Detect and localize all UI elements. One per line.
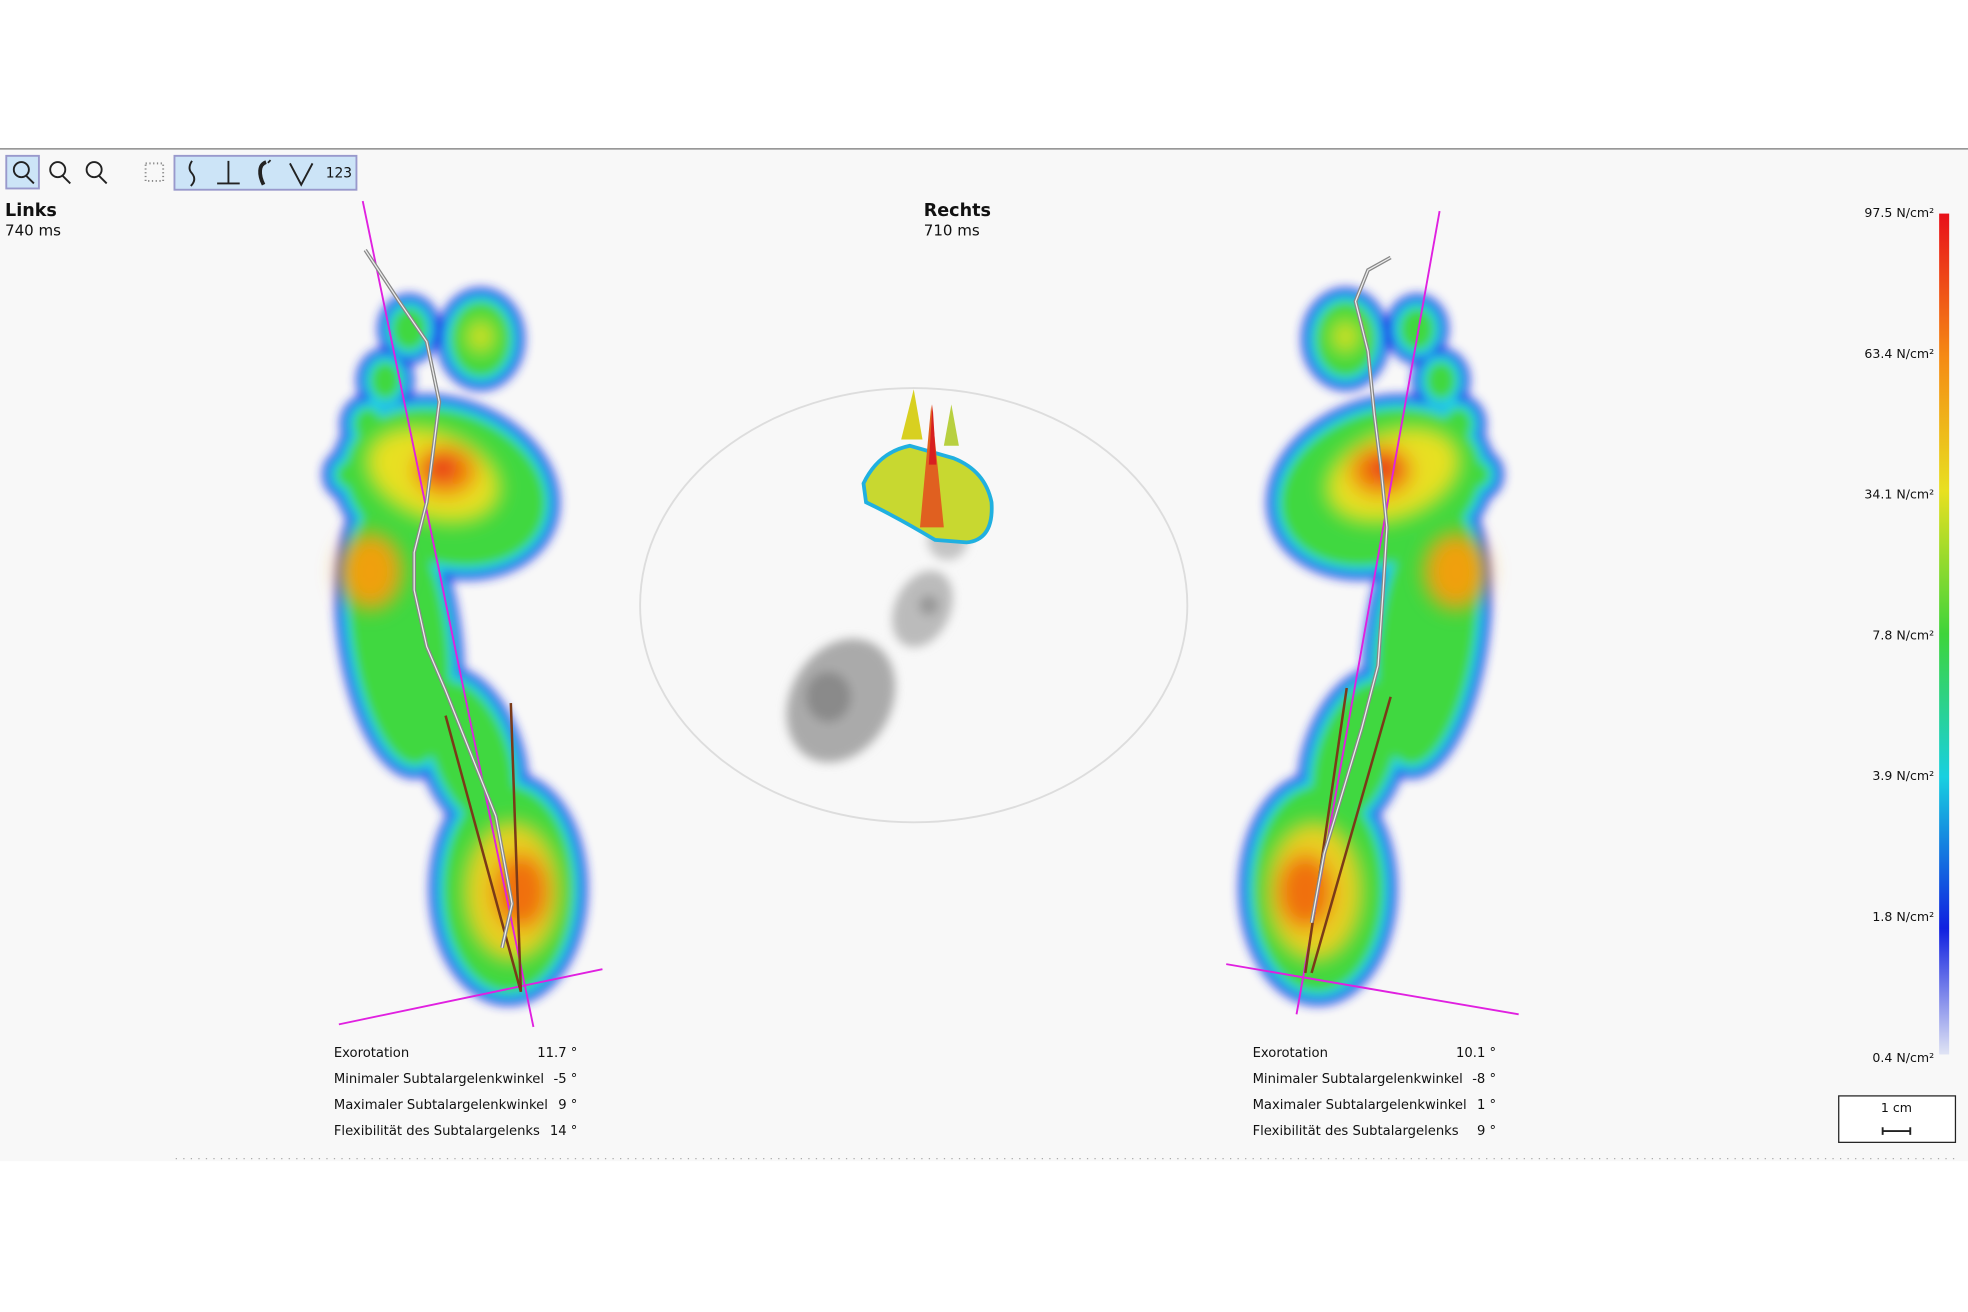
toolbar <box>5 154 358 191</box>
metric-label: Maximaler Subtalargelenkwinkel <box>1253 1098 1467 1113</box>
base-line <box>338 968 603 1026</box>
metric-value: 9 ° <box>558 1098 577 1113</box>
color-scale <box>1939 213 1950 1055</box>
peak <box>943 404 959 446</box>
base-line <box>1226 963 1519 1016</box>
left-duration: 740 ms <box>5 222 61 240</box>
pressure-path <box>1310 256 1391 923</box>
angle-line <box>444 715 523 993</box>
view-ellipse <box>639 387 1189 824</box>
foot-tool[interactable] <box>258 159 272 186</box>
pressure-path <box>364 249 513 948</box>
peak <box>901 389 923 440</box>
axis-tool[interactable] <box>217 160 240 185</box>
line-tool[interactable] <box>188 160 196 187</box>
metric-label: Exorotation <box>334 1046 409 1061</box>
peak <box>928 404 937 465</box>
scale-label: 1 cm <box>1881 1100 1912 1115</box>
metric-label: Maximaler Subtalargelenkwinkel <box>334 1098 548 1113</box>
angle-tool[interactable] <box>289 162 314 187</box>
peak <box>919 404 944 528</box>
legend-label: 63.4 N/cm² <box>1864 346 1934 361</box>
left-overlay <box>338 200 603 1028</box>
icon-handle <box>98 175 108 185</box>
legend-label: 34.1 N/cm² <box>1864 487 1934 502</box>
zoom-fit-icon <box>12 161 30 179</box>
scale-bar <box>1881 1127 1912 1135</box>
angle-line <box>509 703 523 992</box>
legend-label: 7.8 N/cm² <box>1872 627 1934 642</box>
metric-value: 1 ° <box>1477 1098 1496 1113</box>
scale-box <box>1838 1095 1957 1143</box>
axis-line <box>361 200 535 1028</box>
mode-button[interactable]: 123 <box>326 165 352 181</box>
legend-label: 97.5 N/cm² <box>1864 205 1934 220</box>
grid-toggle[interactable] <box>144 162 165 182</box>
metric-label: Minimaler Subtalargelenkwinkel <box>1253 1072 1463 1087</box>
metrics: Exorotation 11.7 ° Minimaler Subtalargelen… <box>334 1046 1496 1139</box>
metric-label: Exorotation <box>1253 1046 1328 1061</box>
left-title: Links <box>5 201 57 221</box>
top-margin <box>0 0 1968 149</box>
right-duration: 710 ms <box>924 222 980 240</box>
icon-handle <box>62 175 71 185</box>
legend-label: 1.8 N/cm² <box>1872 909 1934 924</box>
metric-value: 9 ° <box>1477 1124 1496 1139</box>
legend: 97.5 N/cm² 63.4 N/cm² 34.1 N/cm² 7.8 N/cm² 3… <box>1864 205 1934 1065</box>
metric-label: Flexibilität des Subtalargelenks <box>334 1124 540 1139</box>
metric-label: Flexibilität des Subtalargelenks <box>1253 1124 1459 1139</box>
metric-value: 11.7 ° <box>537 1046 577 1061</box>
panel <box>0 149 1968 1162</box>
right-title: Rechts <box>924 201 991 221</box>
metric-value: 14 ° <box>550 1124 578 1139</box>
metric-label: Minimaler Subtalargelenkwinkel <box>334 1072 544 1087</box>
icon-handle <box>25 175 35 185</box>
zoom-out[interactable] <box>85 161 103 179</box>
metric-value: -8 ° <box>1472 1072 1496 1087</box>
3d-view <box>639 387 1189 824</box>
right-overlay <box>1226 210 1519 1016</box>
metric-value: 10.1 ° <box>1456 1046 1496 1061</box>
angle-line <box>1304 687 1348 974</box>
zoom-in[interactable] <box>49 161 67 179</box>
zoom-fit[interactable] <box>5 154 40 190</box>
angle-line <box>1310 696 1392 974</box>
legend-label: 3.9 N/cm² <box>1872 768 1934 783</box>
legend-label: 0.4 N/cm² <box>1872 1050 1934 1065</box>
metric-value: -5 ° <box>553 1072 577 1087</box>
